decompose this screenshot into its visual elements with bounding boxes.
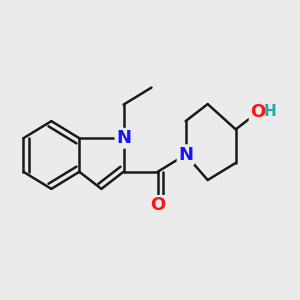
Text: H: H	[264, 104, 277, 119]
Text: N: N	[178, 146, 193, 164]
Text: O: O	[150, 196, 165, 214]
Text: N: N	[116, 129, 131, 147]
Text: O: O	[250, 103, 266, 121]
